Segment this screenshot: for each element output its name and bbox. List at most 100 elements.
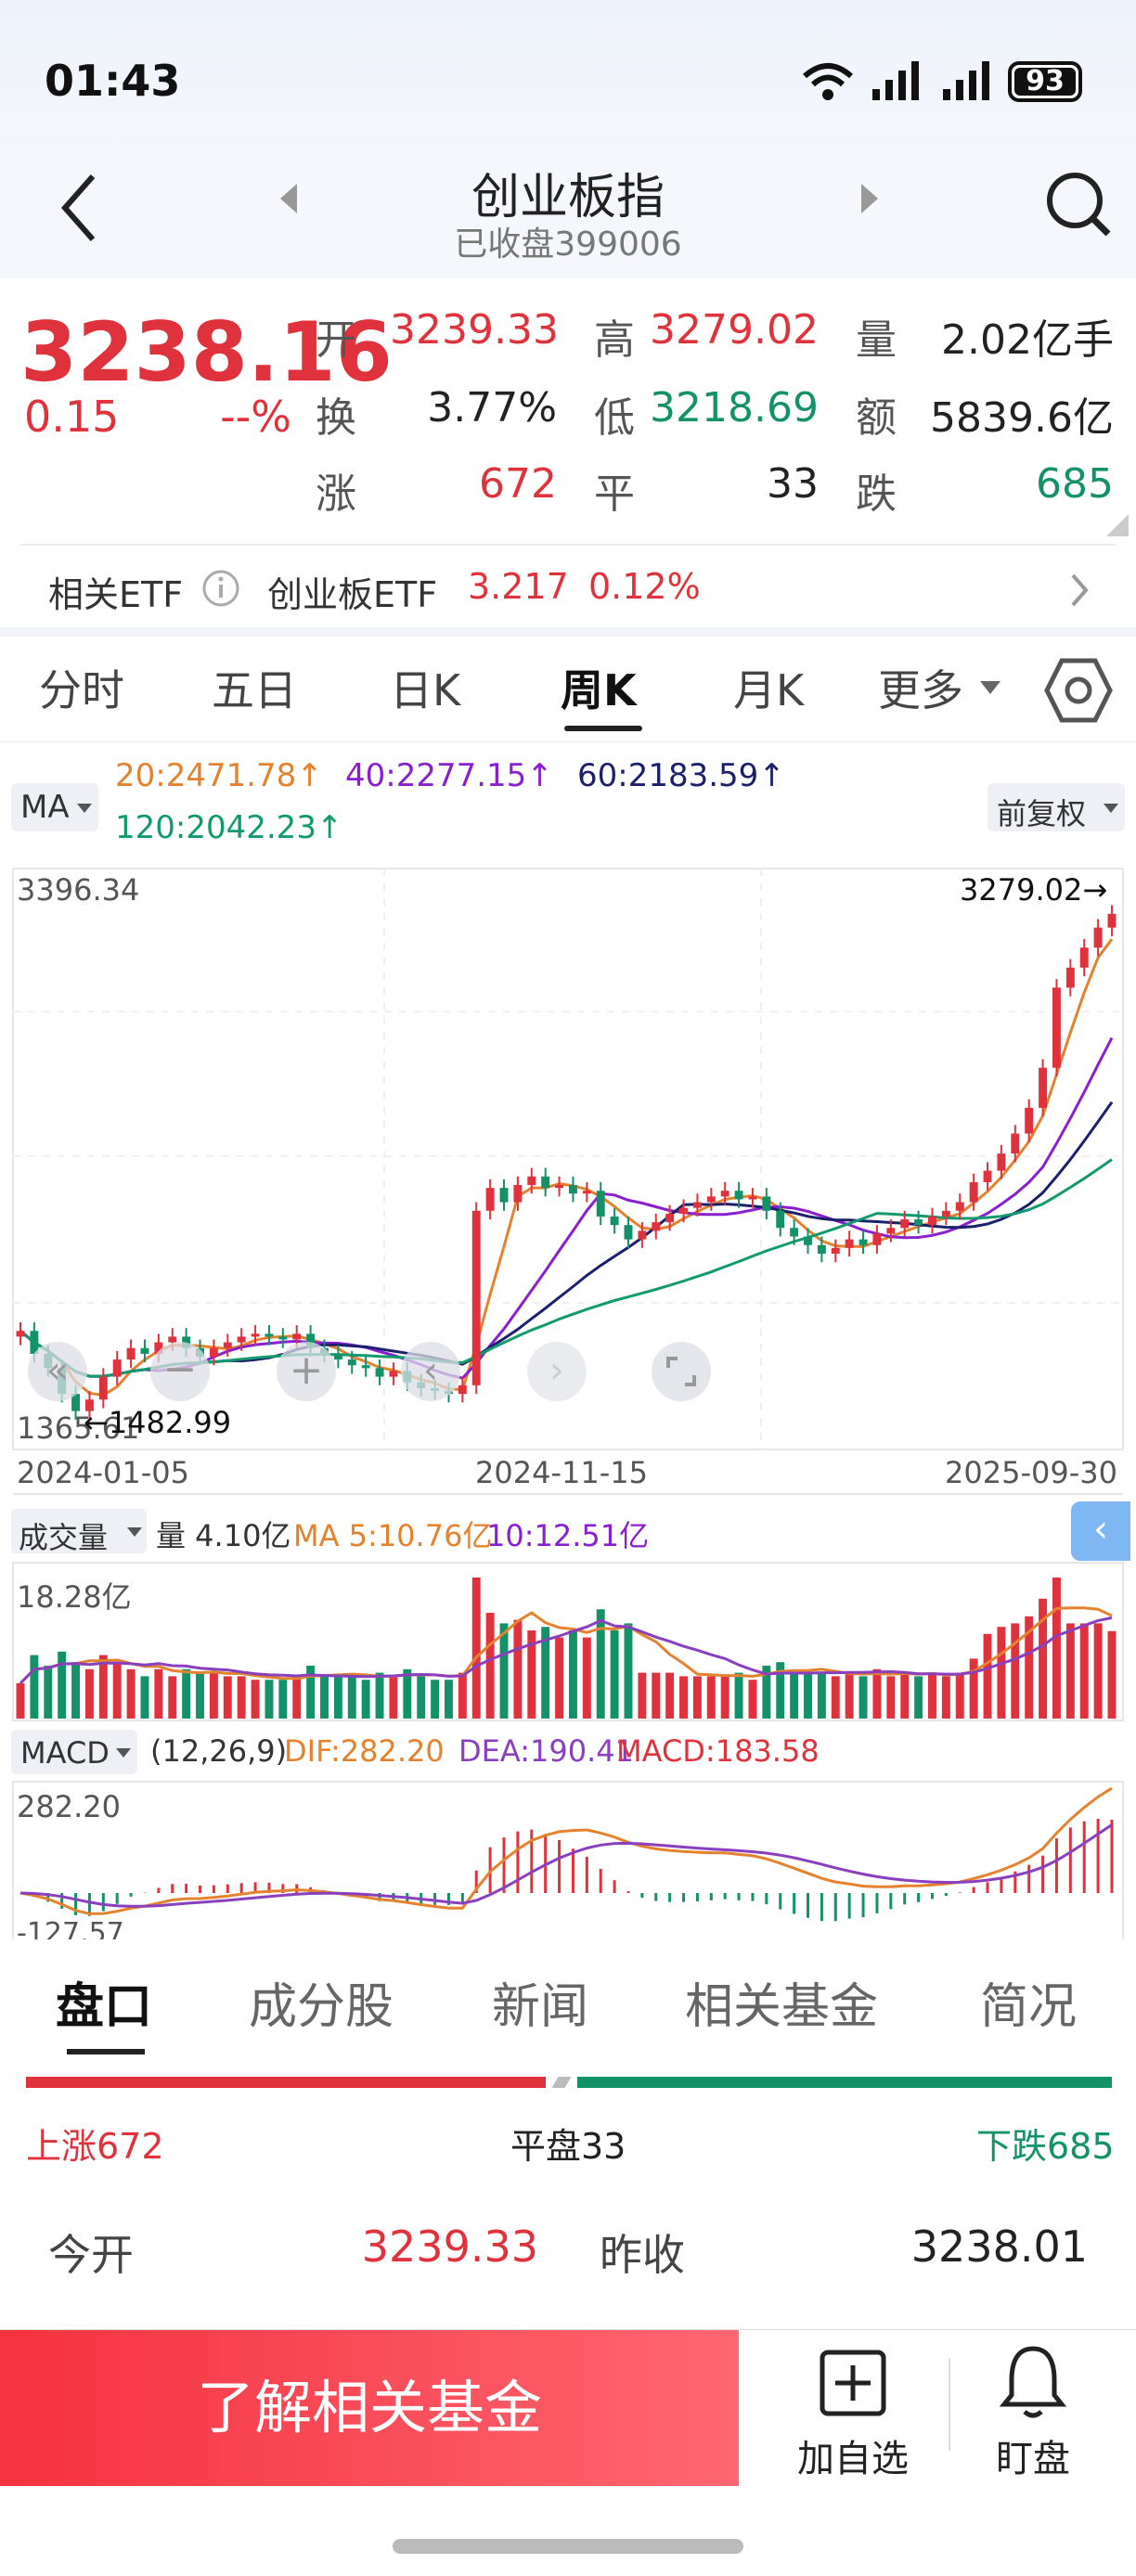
- volume-bar: [58, 1651, 67, 1719]
- unchanged-bar: [551, 2077, 572, 2088]
- decliners-label: 跌: [856, 470, 897, 518]
- volume-bar: [831, 1676, 840, 1719]
- candle-body: [610, 1216, 619, 1226]
- fullscreen-button[interactable]: [652, 1342, 711, 1401]
- period-tabs: 分时 五日 日K 周K 月K 更多: [0, 637, 1136, 742]
- volume-bar: [237, 1676, 246, 1719]
- candle-body: [582, 1191, 591, 1194]
- volume-bar: [817, 1672, 826, 1719]
- candle-body: [389, 1371, 398, 1377]
- tab-more[interactable]: 更多: [878, 665, 963, 715]
- monitor-button[interactable]: 盯盘: [956, 2330, 1110, 2486]
- candle-body: [831, 1247, 840, 1255]
- candle-body: [790, 1228, 799, 1237]
- turnover-label: 换: [316, 394, 356, 442]
- candle-body: [941, 1210, 950, 1217]
- volume-bar: [209, 1672, 218, 1719]
- volume-bar: [513, 1619, 523, 1719]
- volume-bar: [845, 1672, 854, 1719]
- volume-bar: [983, 1633, 992, 1719]
- volume-bar: [1107, 1630, 1117, 1719]
- header: 创业板指 已收盘399006: [0, 158, 1136, 278]
- candle-body: [638, 1230, 647, 1240]
- signal-icon-2: [943, 61, 989, 100]
- expand-corner-icon[interactable]: [1103, 510, 1130, 538]
- candle-body: [914, 1219, 923, 1226]
- macd-dropdown-icon: [116, 1748, 131, 1758]
- volume-bar: [306, 1666, 316, 1719]
- ma20-line: [19, 938, 1114, 1397]
- tab-five-day[interactable]: 五日: [212, 665, 297, 715]
- related-etf-row[interactable]: 相关ETF 创业板ETF 3.217 0.12%: [0, 547, 1136, 631]
- x-end-label: 2025-09-30: [945, 1455, 1117, 1490]
- volume-bar: [44, 1666, 53, 1719]
- tab-order-book[interactable]: 盘口: [56, 1979, 153, 2035]
- battery-icon: 93: [1008, 61, 1082, 102]
- tab-news[interactable]: 新闻: [492, 1979, 589, 2035]
- tab-constituents[interactable]: 成分股: [249, 1979, 394, 2035]
- candle-body: [541, 1176, 550, 1189]
- candle-body: [458, 1385, 467, 1395]
- y-max-label: 3396.34: [17, 872, 140, 908]
- ma60-text: 60:2183.59: [577, 757, 759, 794]
- tab-daily-k[interactable]: 日K: [390, 665, 461, 715]
- candle-body: [265, 1333, 274, 1337]
- adjust-selector[interactable]: 前复权: [988, 783, 1125, 831]
- candle-body: [1093, 927, 1103, 948]
- volume-bar: [555, 1637, 564, 1719]
- ma-selector[interactable]: MA: [11, 783, 98, 831]
- volume-bar: [858, 1676, 868, 1719]
- add-watchlist-button[interactable]: 加自选: [776, 2330, 930, 2486]
- macd-value: MACD:183.58: [616, 1733, 820, 1769]
- home-indicator[interactable]: [393, 2539, 743, 2554]
- chevron-right-icon: [1071, 573, 1089, 607]
- scroll-left-button[interactable]: ‹: [401, 1342, 460, 1401]
- volume-bar: [969, 1658, 978, 1719]
- candle-body: [223, 1342, 232, 1348]
- collapse-panel-button[interactable]: ‹: [1071, 1501, 1130, 1561]
- last-price: 3238.16: [20, 304, 393, 400]
- volume-bar: [997, 1627, 1006, 1719]
- candle-body: [1079, 947, 1089, 968]
- volume-bar: [706, 1676, 716, 1719]
- monitor-label: 盯盘: [996, 2438, 1070, 2480]
- info-icon[interactable]: [200, 568, 241, 609]
- rewind-button[interactable]: «: [28, 1342, 87, 1401]
- settings-hexagon-icon[interactable]: [1043, 655, 1114, 726]
- next-index-icon[interactable]: [858, 180, 882, 217]
- more-dropdown-icon[interactable]: [978, 677, 1002, 698]
- volume-bar: [251, 1680, 260, 1719]
- unchanged-count: 平盘33: [510, 2126, 626, 2167]
- volume-selector[interactable]: 成交量: [11, 1509, 147, 1555]
- candle-body: [140, 1347, 149, 1354]
- k-line-chart[interactable]: [0, 742, 1136, 1949]
- volume-bar: [527, 1630, 536, 1719]
- low-marker-text: 1482.99: [108, 1405, 232, 1440]
- candle-body: [1107, 913, 1117, 928]
- volume-bar: [652, 1672, 661, 1719]
- volume-bar: [278, 1680, 288, 1719]
- ma40-line: [19, 1037, 1114, 1380]
- candle-body: [776, 1210, 785, 1229]
- learn-funds-button[interactable]: 了解相关基金: [0, 2330, 739, 2486]
- tab-related-funds[interactable]: 相关基金: [685, 1979, 879, 2035]
- zoom-out-button[interactable]: −: [150, 1342, 210, 1401]
- volume-bar: [541, 1627, 550, 1719]
- amount-value: 5839.6亿: [930, 394, 1114, 442]
- high-marker-text: 3279.02: [960, 872, 1083, 908]
- back-arrow-icon[interactable]: [58, 171, 104, 245]
- candle-body: [858, 1239, 868, 1245]
- tab-intraday[interactable]: 分时: [39, 665, 124, 715]
- macd-selector[interactable]: MACD: [11, 1730, 137, 1774]
- tab-weekly-k[interactable]: 周K: [561, 665, 637, 715]
- candle-body: [84, 1399, 94, 1411]
- scroll-right-button[interactable]: ›: [527, 1342, 587, 1401]
- tab-profile[interactable]: 简况: [980, 1979, 1078, 2035]
- prev-index-icon[interactable]: [277, 180, 301, 217]
- volume-bar: [886, 1676, 896, 1719]
- ma60-value: 60:2183.59↑: [577, 757, 785, 794]
- search-icon[interactable]: [1041, 167, 1116, 241]
- zoom-in-button[interactable]: +: [277, 1342, 336, 1401]
- volume-current: 量 4.10亿: [156, 1518, 291, 1553]
- tab-monthly-k[interactable]: 月K: [733, 665, 805, 715]
